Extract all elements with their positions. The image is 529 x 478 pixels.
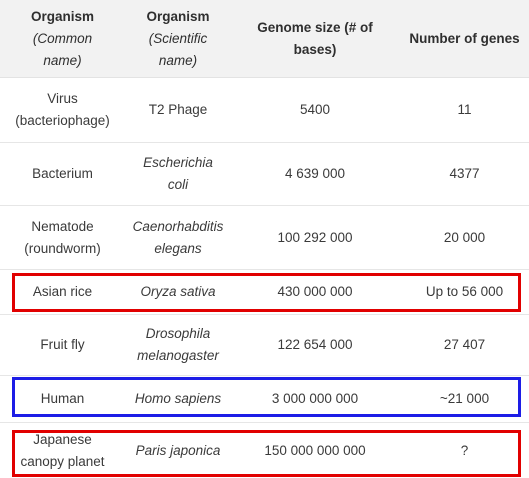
table-row: Japanese canopy planet Paris japonica 15… [0, 423, 529, 478]
header-common-name-paren-close: ) [77, 52, 82, 68]
cell-number-of-genes: 4377 [449, 166, 480, 181]
cell-common-name: Virus (bacteriophage) [15, 91, 110, 128]
cell-genome-size: 3 000 000 000 [271, 391, 359, 406]
header-common-name: Organism (Common name) [0, 0, 125, 77]
cell-genome-size: 122 654 000 [277, 337, 353, 352]
header-common-name-line1: Organism [30, 8, 95, 24]
header-genome-size-line2: bases) [293, 41, 337, 57]
cell-genome-size: 430 000 000 [277, 284, 353, 299]
cell-scientific-name: T2 Phage [148, 102, 208, 117]
cell-number-of-genes: 27 407 [443, 337, 486, 352]
cell-genome-size: 100 292 000 [277, 229, 353, 245]
cell-number-of-genes: 11 [457, 102, 472, 117]
table-row: Fruit fly Drosophila melanogaster 122 65… [0, 315, 529, 376]
header-scientific-name-paren-open: ( [148, 30, 154, 46]
cell-common-name: Human [40, 391, 85, 406]
table-row: Asian rice Oryza sativa 430 000 000 Up t… [0, 270, 529, 315]
cell-common-name: Nematode (roundworm) [24, 218, 101, 256]
header-common-name-name: name [43, 52, 78, 68]
table-row: Nematode (roundworm) Caenorhabditis eleg… [0, 206, 529, 270]
header-genome-size: Genome size (# of bases) [245, 0, 385, 77]
header-common-name-paren-open: ( [32, 30, 38, 46]
cell-scientific-name: Caenorhabditis elegans [132, 218, 224, 256]
cell-scientific-name: Escherichia coli [143, 155, 213, 192]
cell-genome-size: 4 639 000 [284, 166, 346, 181]
table-header-row: Organism (Common name) Organism (Scienti… [0, 0, 529, 78]
cell-scientific-name: Oryza sativa [140, 284, 216, 299]
cell-genome-size: 150 000 000 000 [264, 442, 366, 458]
cell-scientific-name: Homo sapiens [134, 391, 222, 406]
cell-scientific-name: Paris japonica [135, 442, 221, 458]
table-row: Bacterium Escherichia coli 4 639 000 437… [0, 143, 529, 206]
header-scientific-name-paren-close: ) [192, 52, 198, 68]
header-common-name-common: Common [37, 30, 93, 46]
cell-number-of-genes: 20 000 [443, 229, 486, 245]
header-genome-size-line1: Genome size (# of [257, 19, 373, 35]
header-scientific-name-line1: Organism [146, 8, 210, 24]
cell-common-name: Japanese canopy planet [20, 431, 105, 469]
header-number-of-genes-line1: Number of genes [409, 30, 520, 46]
cell-common-name: Asian rice [32, 284, 93, 299]
cell-number-of-genes: ? [460, 442, 469, 458]
table-row: Human Homo sapiens 3 000 000 000 ~21 000 [0, 376, 529, 423]
header-scientific-name-name: name [158, 52, 193, 68]
header-number-of-genes: Number of genes [400, 0, 529, 77]
cell-number-of-genes: Up to 56 000 [425, 284, 504, 299]
cell-number-of-genes: ~21 000 [439, 391, 490, 406]
header-scientific-name: Organism (Scientific name) [108, 0, 248, 77]
cell-scientific-name: Drosophila melanogaster [137, 326, 219, 363]
table-row: Virus (bacteriophage) T2 Phage 5400 11 [0, 78, 529, 143]
cell-common-name: Fruit fly [40, 337, 85, 352]
header-scientific-name-scientific: Scientific [153, 30, 208, 46]
cell-common-name: Bacterium [32, 166, 93, 181]
cell-genome-size: 5400 [299, 102, 331, 117]
